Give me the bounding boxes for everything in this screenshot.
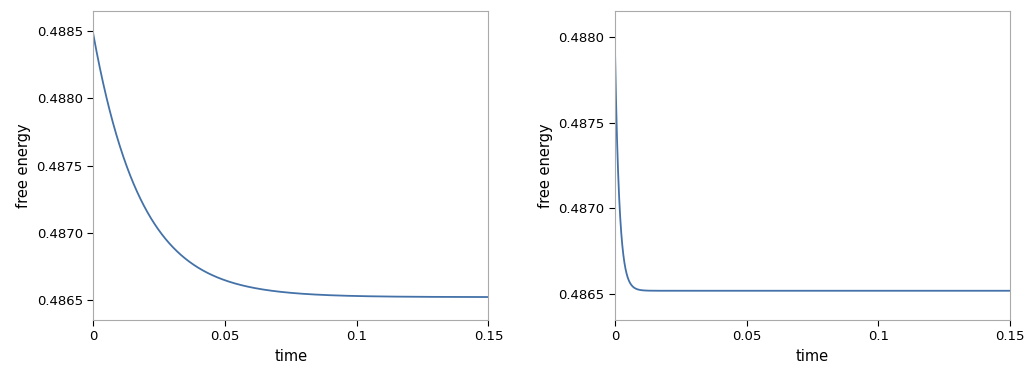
X-axis label: time: time [796, 349, 829, 364]
Y-axis label: free energy: free energy [538, 123, 552, 208]
Y-axis label: free energy: free energy [16, 123, 31, 208]
X-axis label: time: time [275, 349, 308, 364]
